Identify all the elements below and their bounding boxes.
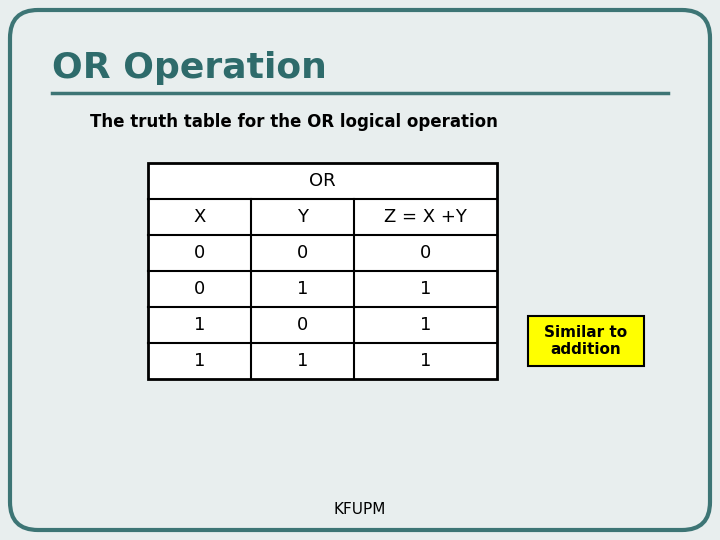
Text: 1: 1 xyxy=(420,352,431,370)
FancyBboxPatch shape xyxy=(10,10,710,530)
Text: 0: 0 xyxy=(297,316,308,334)
Text: 0: 0 xyxy=(297,244,308,262)
Text: Similar to
addition: Similar to addition xyxy=(544,325,628,357)
Text: 0: 0 xyxy=(194,280,205,298)
Text: 1: 1 xyxy=(297,280,308,298)
Text: The truth table for the OR logical operation: The truth table for the OR logical opera… xyxy=(90,113,498,131)
Bar xyxy=(148,163,497,379)
Text: 1: 1 xyxy=(297,352,308,370)
Text: OR: OR xyxy=(309,172,336,190)
Text: 1: 1 xyxy=(194,316,205,334)
Text: 0: 0 xyxy=(420,244,431,262)
Text: 0: 0 xyxy=(194,244,205,262)
Text: KFUPM: KFUPM xyxy=(334,503,386,517)
Text: Y: Y xyxy=(297,208,308,226)
Text: 1: 1 xyxy=(194,352,205,370)
Text: X: X xyxy=(193,208,206,226)
Text: 1: 1 xyxy=(420,280,431,298)
Text: 1: 1 xyxy=(420,316,431,334)
Text: Z = X +Y: Z = X +Y xyxy=(384,208,467,226)
Text: OR Operation: OR Operation xyxy=(52,51,327,85)
FancyBboxPatch shape xyxy=(528,316,644,366)
